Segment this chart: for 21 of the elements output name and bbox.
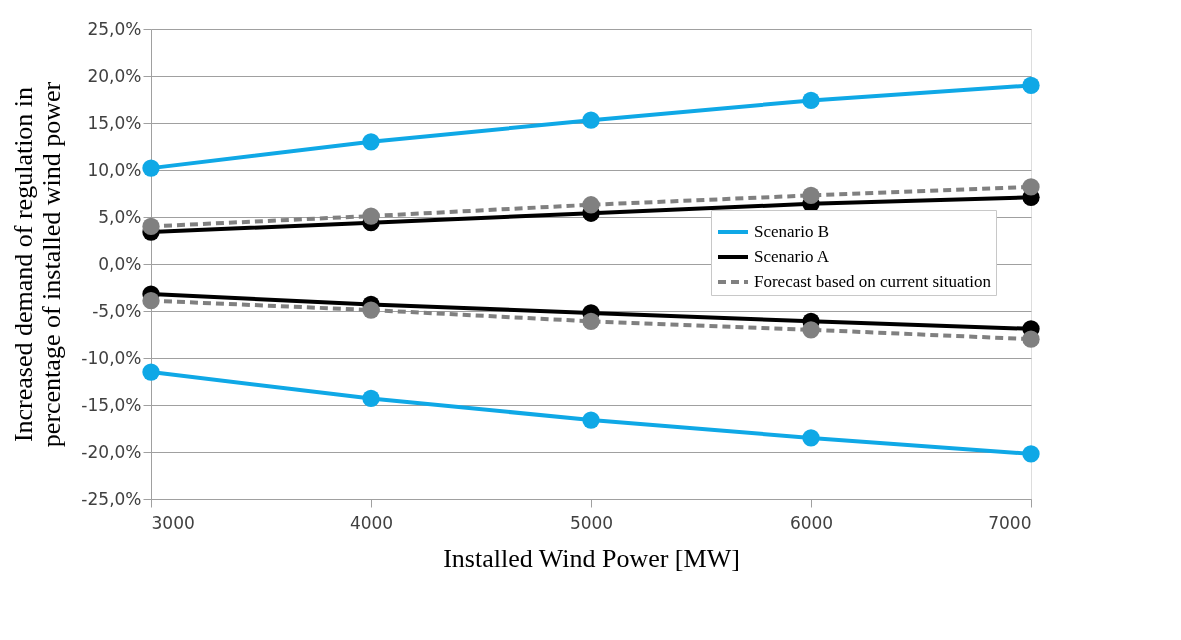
y-tick-label: 25,0% xyxy=(87,18,142,39)
y-tick-label: -5,0% xyxy=(92,300,142,321)
y-tick-label: 5,0% xyxy=(98,206,142,227)
y-tick-label: 15,0% xyxy=(87,112,142,133)
y-tick-label: -15,0% xyxy=(81,394,142,415)
y-tick-label: 10,0% xyxy=(87,159,142,180)
x-tick-label: 5000 xyxy=(569,512,614,533)
y-tick-label: -10,0% xyxy=(81,347,142,368)
legend-label: Scenario B xyxy=(754,222,830,241)
y-tick-label: 20,0% xyxy=(87,65,142,86)
x-axis-title: Installed Wind Power [MW] xyxy=(443,543,740,573)
x-tick-label: 6000 xyxy=(789,512,834,533)
y-axis-title: Increased demand of regulation in percentage of installed wind power xyxy=(9,81,67,448)
y-tick-label: -25,0% xyxy=(81,488,142,509)
x-tick-label: 3000 xyxy=(151,512,195,533)
x-tick-label: 7000 xyxy=(988,512,1032,533)
x-tick-label: 4000 xyxy=(349,512,394,533)
y-tick-label: 0,0% xyxy=(98,253,142,274)
legend-label: Forecast based on current situation xyxy=(754,272,992,291)
legend-label: Scenario A xyxy=(754,247,830,266)
y-tick-label: -20,0% xyxy=(81,441,142,462)
